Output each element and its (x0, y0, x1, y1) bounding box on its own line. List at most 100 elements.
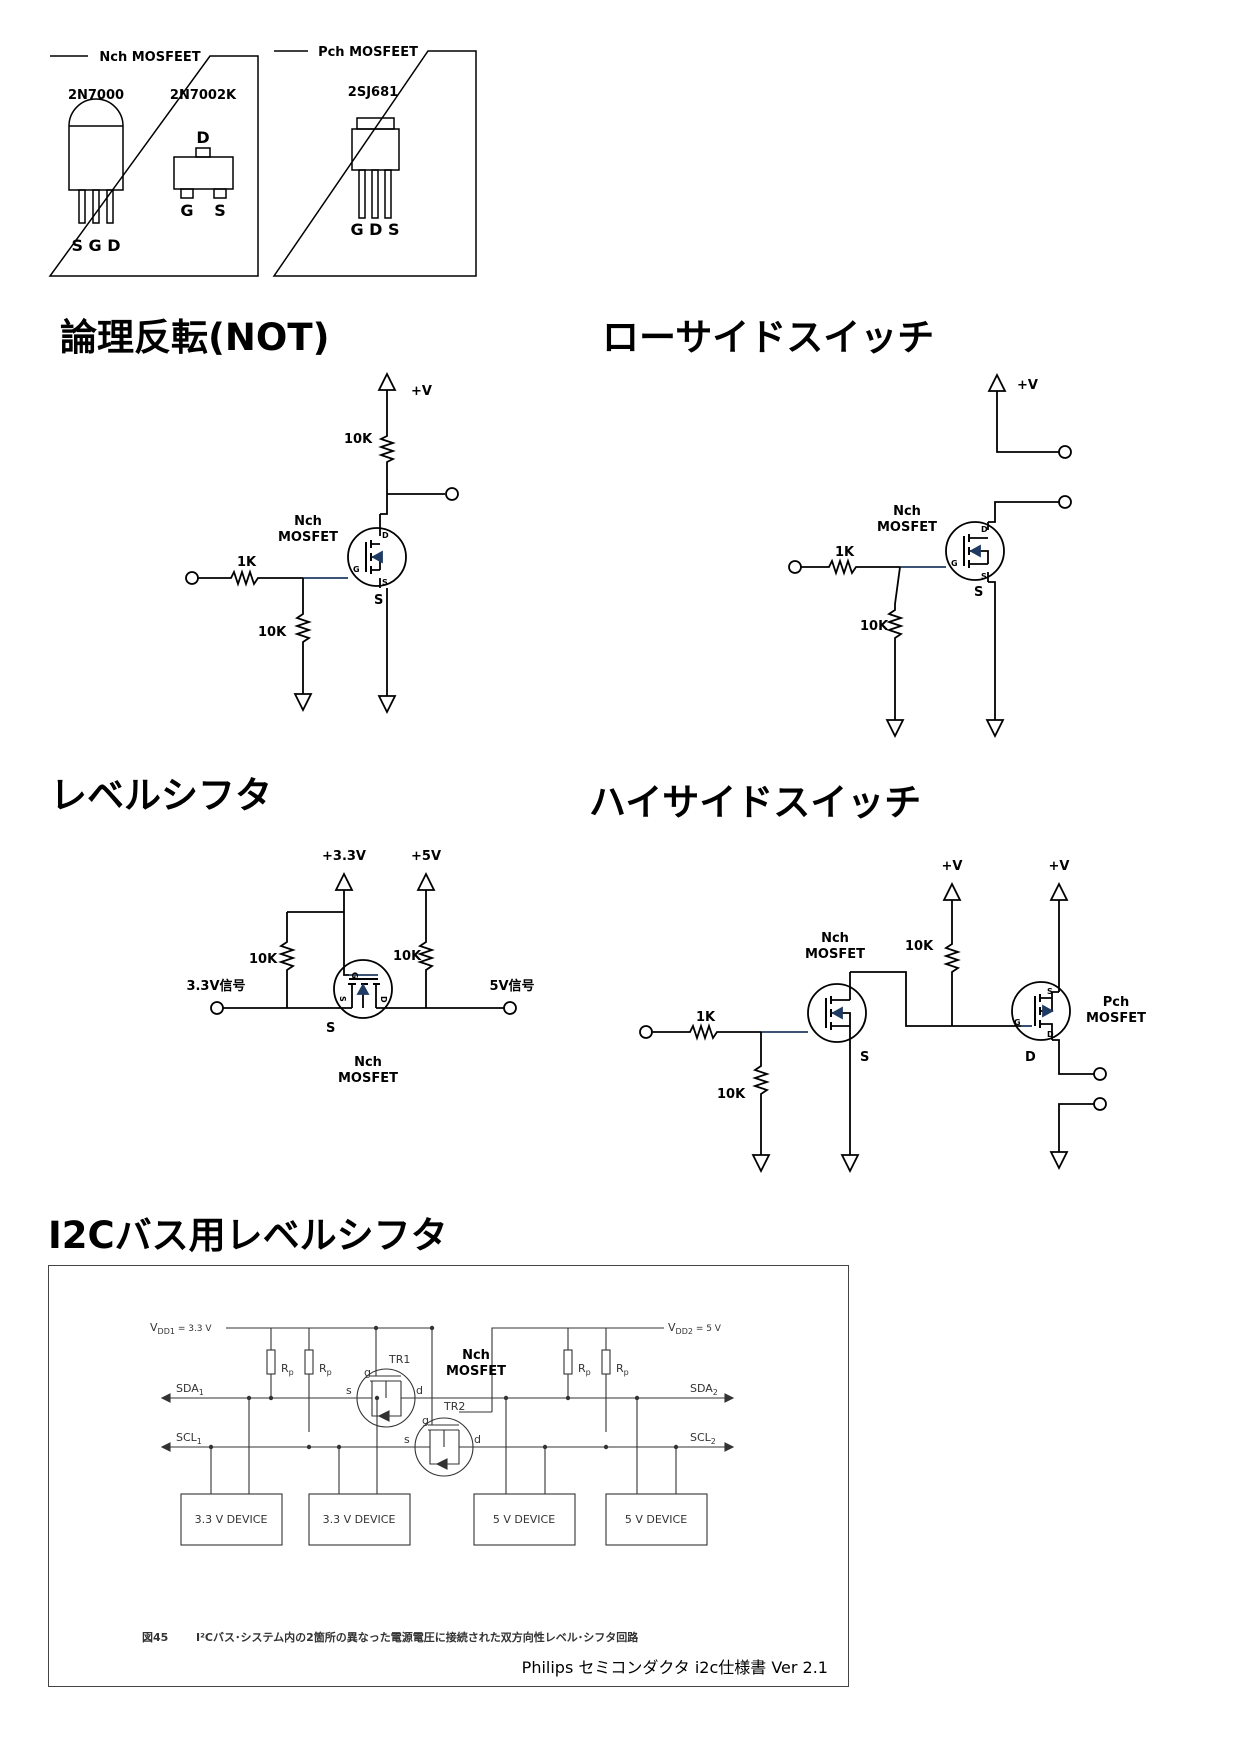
svg-text:MOSFET: MOSFET (278, 530, 338, 545)
svg-text:g: g (422, 1414, 429, 1427)
svg-text:Nch: Nch (354, 1055, 382, 1070)
svg-text:D: D (379, 996, 388, 1003)
svg-text:SCL1: SCL1 (176, 1431, 202, 1446)
svg-text:Rp: Rp (616, 1362, 629, 1377)
svg-text:SCL2: SCL2 (690, 1431, 716, 1446)
svg-text:MOSFET: MOSFET (1086, 1011, 1146, 1026)
ground-arrow (377, 695, 397, 715)
packages-diagram: Nch MOSFEET 2N7000 S G D 2N7002K D G S P… (48, 45, 477, 277)
ground-arrow-2 (885, 719, 905, 739)
rp-resistors: Rp Rp Rp Rp (266, 1349, 629, 1432)
svg-text:G: G (951, 559, 958, 568)
resistor-10k-left (278, 912, 296, 1008)
svg-text:Nch: Nch (294, 514, 322, 529)
svg-text:SDA1: SDA1 (176, 1382, 204, 1397)
svg-text:2N7002K: 2N7002K (170, 88, 237, 103)
ground-arrow (985, 719, 1005, 739)
svg-text:VDD1 = 3.3 V: VDD1 = 3.3 V (150, 1321, 212, 1336)
tr1-mosfet: TR1 g s d (346, 1353, 423, 1428)
svg-text:Nch: Nch (462, 1348, 490, 1363)
svg-text:+3.3V: +3.3V (322, 849, 366, 864)
svg-text:MOSFET: MOSFET (446, 1364, 506, 1379)
svg-text:5 V DEVICE: 5 V DEVICE (493, 1513, 555, 1526)
svg-text:G: G (353, 565, 360, 574)
vplus-arrow-2 (1049, 881, 1069, 992)
nch-package-frame: Nch MOSFEET (48, 50, 259, 277)
i2c-figure-frame (48, 1265, 849, 1687)
svg-text:Nch: Nch (893, 504, 921, 519)
svg-text:S: S (860, 1050, 869, 1065)
nch-mosfet: D G S (945, 521, 1005, 582)
svg-text:10K: 10K (905, 939, 934, 954)
svg-text:Pch: Pch (1103, 995, 1130, 1010)
svg-text:S: S (1047, 987, 1053, 996)
svg-text:5 V DEVICE: 5 V DEVICE (625, 1513, 687, 1526)
svg-text:TR1: TR1 (388, 1353, 410, 1366)
vplus-arrow (377, 371, 397, 422)
svg-text:Philips セミコンダクタ i2c仕様書 Ver 2.1: Philips セミコンダクタ i2c仕様書 Ver 2.1 (522, 1658, 828, 1677)
vplus-arrow (987, 372, 1059, 453)
title-highside: ハイサイドスイッチ (589, 781, 922, 824)
2n7002k-package: 2N7002K D G S (170, 88, 237, 220)
svg-text:MOSFET: MOSFET (338, 1071, 398, 1086)
svg-text:10K: 10K (344, 432, 373, 447)
svg-text:SDA2: SDA2 (690, 1382, 718, 1397)
ground-arrow-1 (840, 1154, 860, 1174)
pulldown-resistor (752, 1032, 770, 1155)
input-33-terminal (210, 1001, 224, 1015)
svg-text:S: S (338, 996, 347, 1002)
svg-text:10K: 10K (393, 949, 422, 964)
nch-frame-title: Nch MOSFEET (99, 50, 200, 65)
svg-text:S: S (214, 201, 226, 220)
ground-arrow-2 (293, 693, 313, 713)
svg-text:5V信号: 5V信号 (489, 978, 534, 994)
tr2-mosfet: TR2 g s d (404, 1390, 481, 1477)
pch-mosfet: S G D (1011, 981, 1071, 1041)
pch-package-frame: Pch MOSFEET (272, 45, 477, 277)
ground-arrow-3 (1049, 1151, 1069, 1171)
svg-text:+5V: +5V (411, 849, 441, 864)
svg-text:S: S (981, 572, 987, 581)
svg-text:図45: 図45 (142, 1630, 168, 1644)
v33-arrow (334, 871, 354, 967)
svg-text:1K: 1K (237, 555, 257, 570)
svg-text:2SJ681: 2SJ681 (348, 85, 398, 100)
title-lowside: ローサイドスイッチ (602, 316, 935, 359)
svg-text:+V: +V (411, 384, 432, 399)
svg-text:Rp: Rp (578, 1362, 591, 1377)
svg-text:Pch MOSFEET: Pch MOSFEET (318, 45, 418, 60)
svg-text:3.3 V DEVICE: 3.3 V DEVICE (323, 1513, 396, 1526)
title-levelshifter: レベルシフタ (50, 774, 272, 817)
svg-text:+V: +V (1017, 378, 1038, 393)
svg-text:D: D (382, 531, 389, 540)
svg-text:+V: +V (942, 859, 963, 874)
vplus-arrow-1 (942, 881, 962, 932)
title-not: 論理反転(NOT) (60, 316, 330, 359)
pulldown-resistor (886, 566, 904, 720)
svg-text:3.3 V DEVICE: 3.3 V DEVICE (195, 1513, 268, 1526)
svg-text:1K: 1K (696, 1010, 716, 1025)
resistor-10k-right (417, 934, 435, 1008)
svg-text:TR2: TR2 (443, 1400, 465, 1413)
svg-text:Nch: Nch (821, 931, 849, 946)
svg-text:+V: +V (1049, 859, 1070, 874)
svg-text:10K: 10K (249, 952, 278, 967)
svg-text:D: D (1047, 1030, 1054, 1039)
nch-mosfet: G S D (333, 959, 393, 1019)
svg-text:S: S (374, 593, 383, 608)
svg-text:S: S (382, 578, 388, 587)
svg-text:10K: 10K (860, 619, 889, 634)
svg-text:1K: 1K (835, 545, 855, 560)
svg-text:G: G (350, 972, 359, 979)
devices: 3.3 V DEVICE 3.3 V DEVICE 5 V DEVICE 5 V… (180, 1493, 708, 1546)
svg-text:2N7000: 2N7000 (68, 88, 124, 103)
svg-text:10K: 10K (258, 625, 287, 640)
svg-text:Rp: Rp (281, 1362, 294, 1377)
title-i2c: I2Cバス用レベルシフタ (48, 1214, 448, 1257)
svg-text:MOSFET: MOSFET (877, 520, 937, 535)
svg-text:D: D (981, 525, 988, 534)
